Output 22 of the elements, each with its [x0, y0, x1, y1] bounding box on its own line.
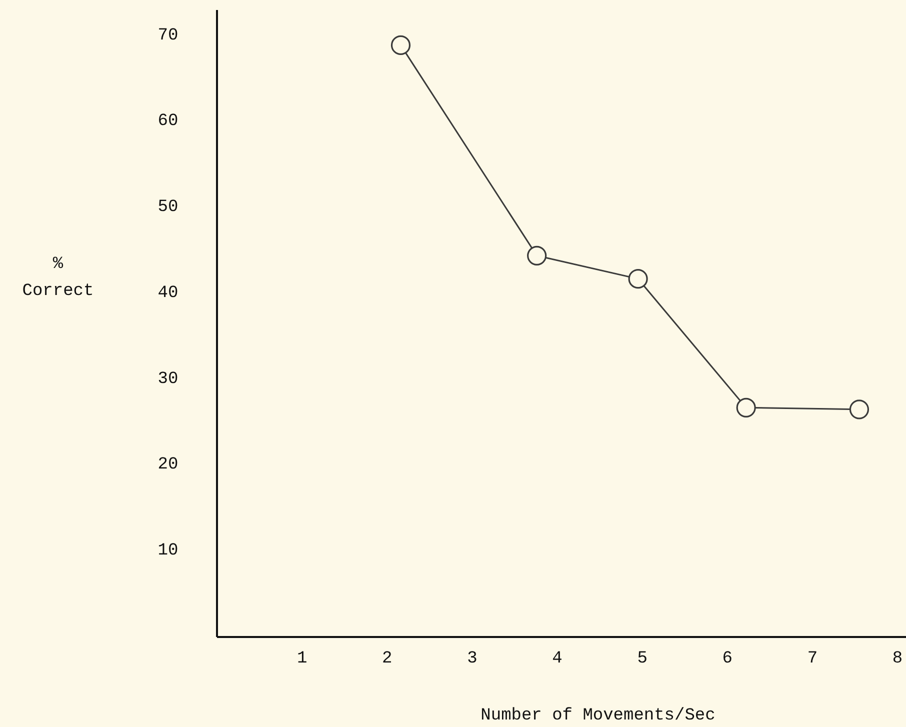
y-tick-label: 40: [158, 284, 178, 303]
x-tick-label: 8: [892, 650, 903, 668]
x-tick-label: 1: [296, 650, 308, 668]
point: [390, 35, 411, 56]
point: [849, 400, 870, 420]
x-tick-label: 5: [637, 650, 648, 668]
y-tick-label: 50: [158, 198, 178, 218]
x-axis-title: Number of Movements/Sec: [480, 706, 716, 726]
y-tick-label: 70: [158, 26, 178, 46]
y-tick-label: 30: [158, 370, 178, 389]
x-tick-label: 6: [722, 650, 732, 668]
x-tick-label: 7: [807, 650, 818, 668]
x-tick-label: 2: [382, 650, 392, 668]
x-tick-label: 3: [467, 650, 478, 668]
y-tick-label: 60: [158, 112, 178, 132]
y-tick-label: 10: [158, 542, 178, 561]
point: [736, 398, 756, 418]
y-tick-label: 20: [158, 456, 178, 475]
point: [628, 269, 648, 289]
point: [527, 246, 547, 266]
x-tick-label: 4: [552, 650, 562, 668]
y-axis-title: % Correct: [22, 255, 94, 301]
